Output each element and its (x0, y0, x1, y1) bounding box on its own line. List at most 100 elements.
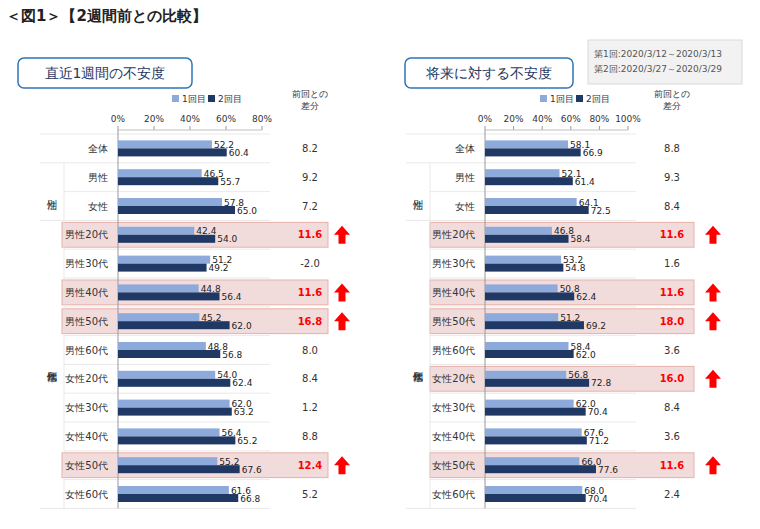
category-label: 男性 (455, 172, 475, 183)
difference-value: 11.6 (660, 229, 685, 240)
tick-label: 0% (111, 114, 126, 124)
difference-value: 16.0 (660, 373, 685, 384)
data-label: 60.4 (229, 148, 249, 158)
bar (485, 177, 573, 185)
data-label: 58.4 (571, 234, 591, 244)
data-labels: 52.246.557.842.451.244.845.248.854.062.0… (196, 140, 262, 504)
bar (485, 169, 560, 177)
category-label: 女性60代 (65, 489, 108, 500)
highlight (62, 222, 328, 247)
bar (118, 227, 194, 235)
bar (118, 457, 217, 465)
tick (226, 126, 227, 130)
data-label: 54.8 (565, 263, 585, 273)
difference-value: 16.8 (298, 316, 323, 327)
data-label: 70.4 (588, 407, 608, 417)
row-line (64, 249, 270, 250)
arrow (334, 312, 350, 330)
difference-value: 9.2 (302, 172, 318, 183)
bar (485, 256, 561, 264)
row-line (406, 134, 636, 135)
bar (485, 140, 568, 148)
difference-value: 1.6 (664, 258, 680, 269)
bar (118, 400, 230, 408)
row-line (64, 335, 270, 336)
note: 第1回:2020/3/12～2020/3/13 (594, 49, 722, 59)
group-label: 性別 (47, 200, 58, 211)
row-line (430, 191, 636, 192)
row-line (406, 162, 636, 163)
category-label: 女性60代 (432, 489, 475, 500)
category-label: 男性50代 (65, 316, 108, 327)
data-label: 62.0 (232, 321, 252, 331)
data-label: 55.7 (220, 177, 240, 187)
tick-label: 0% (478, 114, 493, 124)
tick (262, 126, 263, 130)
category-label: 男性20代 (65, 229, 108, 240)
bar (118, 428, 220, 436)
bar (485, 400, 574, 408)
tick (118, 126, 119, 130)
chart-title: 直近1週間の不安度 (45, 65, 166, 81)
row-line (40, 220, 270, 221)
data-label: 56.8 (222, 350, 242, 360)
arrow (705, 456, 721, 474)
category-label: 女性40代 (65, 431, 108, 442)
chart-title: 将来に対する不安度 (425, 65, 552, 81)
arrow (705, 283, 721, 301)
highlight (62, 453, 328, 478)
data-label: 66.8 (240, 494, 260, 504)
arrow (334, 456, 350, 474)
arrow (334, 283, 350, 301)
category-label: 男性 (88, 172, 108, 183)
difference-value: 8.4 (302, 373, 318, 384)
bars (485, 140, 596, 502)
note-box (588, 40, 742, 84)
bar (485, 264, 563, 272)
tick-label: 100% (615, 114, 641, 124)
row-line (406, 220, 636, 221)
row-line (430, 450, 636, 451)
note: 第2回:2020/3/27～2020/3/29 (594, 64, 722, 74)
bar (118, 350, 220, 358)
tick (542, 126, 543, 130)
bar (485, 457, 579, 465)
difference-value: 1.2 (302, 402, 318, 413)
bar (118, 371, 215, 379)
row-line (430, 422, 636, 423)
bar (118, 486, 229, 494)
data-label: 56.4 (222, 292, 242, 302)
data-label: 56.8 (568, 370, 588, 380)
category-label: 女性 (455, 201, 475, 212)
difference-value: 8.4 (664, 201, 680, 212)
figure: ＜図1＞【2週間前との比較】第1回:2020/3/12～2020/3/13 第2回… (0, 0, 760, 529)
legend-swatch (576, 95, 583, 102)
bar (485, 350, 574, 358)
bar (118, 169, 202, 177)
bar (485, 148, 581, 156)
bar (118, 379, 230, 387)
bar (118, 264, 207, 272)
data-label: 49.2 (209, 263, 229, 273)
category-label: 男性40代 (432, 287, 475, 298)
data-label: 72.5 (591, 206, 611, 216)
data-label: 62.0 (576, 350, 596, 360)
arrow (705, 370, 721, 388)
bar (118, 313, 199, 321)
data-label: 54.0 (217, 234, 237, 244)
row-line (430, 479, 636, 480)
difference-value: 9.3 (664, 172, 680, 183)
row-line (64, 191, 270, 192)
data-label: 45.2 (201, 313, 221, 323)
category-label: 男性20代 (432, 229, 475, 240)
difference-value: 11.6 (660, 287, 685, 298)
row-line (430, 249, 636, 250)
data-labels: 58.152.164.146.853.250.851.258.456.862.0… (554, 140, 618, 504)
category-label: 女性40代 (432, 431, 475, 442)
row-line (430, 335, 636, 336)
difference-header: 前回との (654, 89, 690, 99)
category-label: 女性30代 (432, 402, 475, 413)
figure-title: ＜図1＞【2週間前との比較】 (6, 7, 207, 25)
difference-header: 差分 (663, 101, 681, 111)
difference-value: 7.2 (302, 201, 318, 212)
